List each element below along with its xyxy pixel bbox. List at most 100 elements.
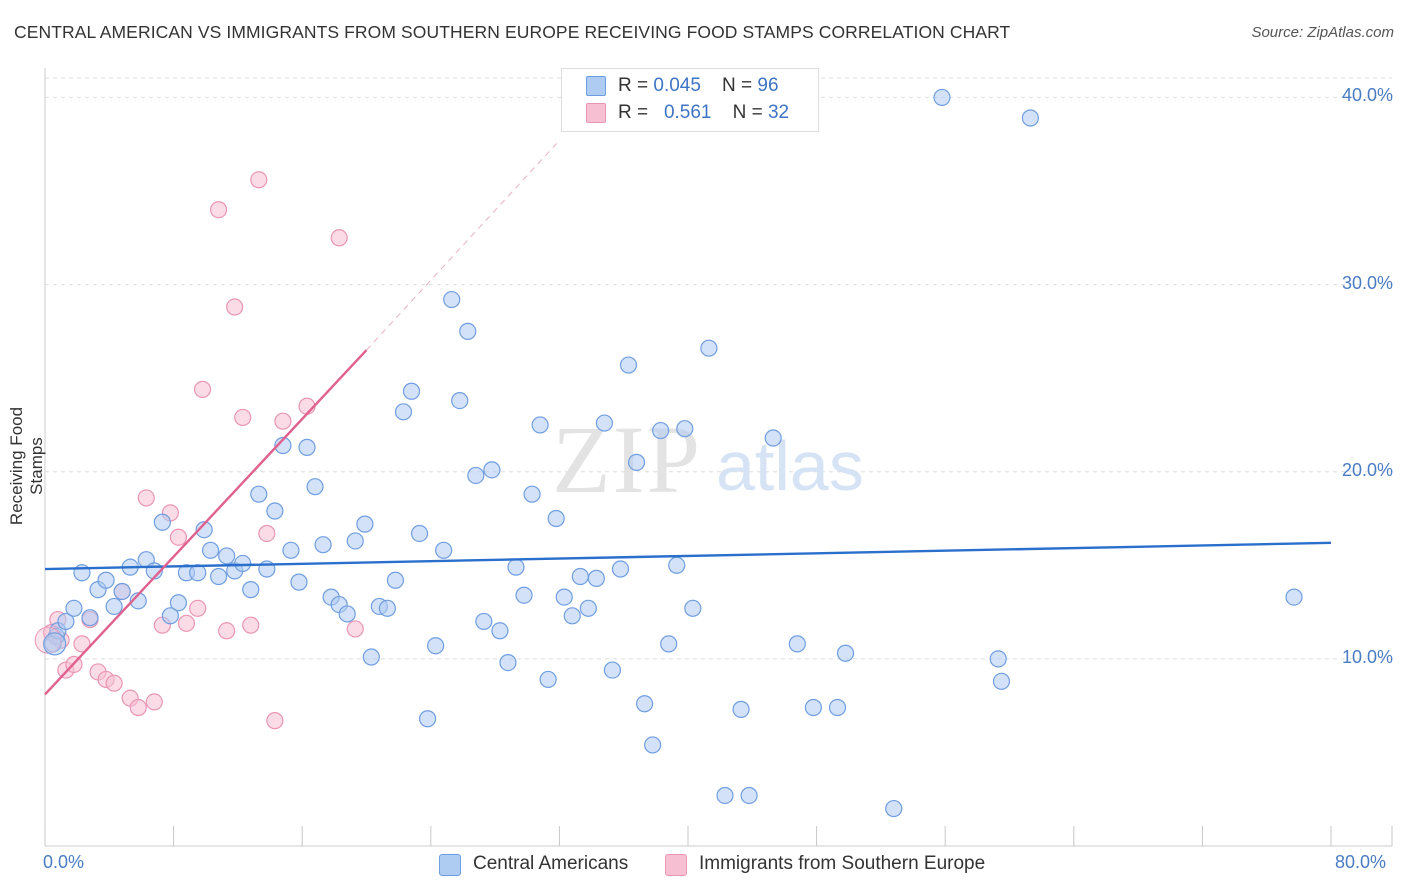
trend-line-extension bbox=[366, 140, 560, 351]
data-point bbox=[499, 653, 517, 672]
data-point bbox=[611, 560, 630, 578]
data-point bbox=[523, 485, 541, 503]
trend-lines bbox=[44, 140, 1332, 696]
data-point bbox=[330, 229, 348, 247]
trend-line-southern-europe bbox=[44, 349, 368, 696]
stats-swatch-pink bbox=[586, 103, 606, 123]
data-point bbox=[290, 573, 308, 591]
data-point bbox=[169, 594, 188, 612]
data-point bbox=[531, 416, 549, 434]
data-point bbox=[65, 599, 83, 617]
data-point bbox=[507, 558, 525, 576]
data-point bbox=[137, 489, 155, 507]
cluster-point bbox=[43, 632, 67, 656]
stats-r-label: R = bbox=[618, 102, 654, 123]
data-point bbox=[828, 698, 847, 717]
data-point bbox=[210, 567, 228, 586]
data-point bbox=[992, 672, 1011, 690]
data-point bbox=[218, 622, 236, 640]
data-point bbox=[113, 582, 131, 601]
data-point bbox=[587, 569, 605, 587]
chart-legend: Central Americans Immigrants from Southe… bbox=[0, 852, 1406, 878]
data-point bbox=[603, 661, 622, 679]
data-point bbox=[242, 616, 260, 634]
data-point bbox=[250, 171, 268, 189]
legend-label: Central Americans bbox=[473, 853, 629, 874]
data-point bbox=[129, 698, 147, 717]
data-point bbox=[169, 528, 188, 546]
x-tick-label: 80.0% bbox=[1335, 852, 1387, 872]
data-point bbox=[418, 710, 437, 728]
data-point bbox=[547, 509, 565, 528]
data-point bbox=[804, 698, 822, 717]
data-point bbox=[81, 609, 99, 627]
data-point bbox=[266, 502, 284, 520]
data-point bbox=[836, 644, 855, 662]
data-point bbox=[189, 599, 207, 617]
data-point bbox=[555, 588, 573, 606]
data-point bbox=[635, 695, 654, 713]
grid-lines bbox=[45, 77, 1392, 660]
data-point bbox=[459, 322, 477, 340]
data-point bbox=[740, 786, 758, 805]
data-point bbox=[443, 290, 461, 309]
watermark-atlas: atlas bbox=[716, 427, 864, 505]
stats-n-label: N = bbox=[722, 75, 758, 96]
stats-r-value: 0.561 bbox=[663, 102, 712, 123]
data-point bbox=[885, 799, 903, 818]
data-point bbox=[298, 438, 316, 456]
data-point bbox=[210, 201, 228, 219]
data-point bbox=[563, 607, 581, 625]
data-point bbox=[467, 466, 485, 485]
data-point bbox=[274, 436, 292, 455]
data-point bbox=[226, 298, 244, 316]
legend-swatch-pink bbox=[665, 854, 687, 876]
correlation-stats-box: R = 0.045 N = 96 R = 0.561 N = 32 bbox=[561, 68, 819, 132]
data-point bbox=[153, 513, 171, 531]
data-point bbox=[451, 392, 469, 410]
data-point bbox=[356, 515, 374, 533]
data-point bbox=[282, 541, 300, 559]
data-point bbox=[700, 339, 718, 357]
stats-n-value: 96 bbox=[757, 75, 779, 96]
data-point bbox=[491, 622, 509, 640]
data-point bbox=[579, 599, 597, 617]
data-point bbox=[571, 567, 589, 586]
y-tick-label: 20.0% bbox=[1341, 459, 1393, 480]
axes bbox=[44, 68, 1393, 847]
legend-swatch-blue bbox=[439, 854, 461, 876]
data-point bbox=[145, 693, 163, 711]
data-point bbox=[57, 612, 75, 631]
data-point bbox=[427, 637, 445, 655]
data-point bbox=[218, 547, 236, 565]
data-point bbox=[306, 478, 324, 496]
data-point bbox=[105, 597, 123, 616]
data-point bbox=[314, 536, 332, 554]
data-point bbox=[660, 635, 678, 653]
chart-title: CENTRAL AMERICAN VS IMMIGRANTS FROM SOUT… bbox=[14, 22, 1011, 42]
data-point bbox=[386, 571, 405, 589]
data-point bbox=[644, 736, 662, 754]
legend-label: Immigrants from Southern Europe bbox=[699, 853, 986, 874]
data-point bbox=[105, 674, 123, 692]
data-point bbox=[732, 700, 750, 718]
data-point bbox=[378, 599, 396, 617]
data-point bbox=[177, 614, 196, 632]
data-point bbox=[193, 380, 212, 398]
data-point bbox=[515, 586, 533, 604]
data-point bbox=[933, 88, 951, 107]
data-point bbox=[676, 420, 694, 438]
stats-r-label: R = bbox=[618, 75, 654, 96]
trend-line-central-americans bbox=[44, 541, 1332, 571]
data-point bbox=[1021, 109, 1039, 127]
data-point bbox=[250, 485, 268, 503]
data-point bbox=[394, 403, 413, 421]
data-point bbox=[684, 599, 702, 617]
y-tick-label: 10.0% bbox=[1341, 646, 1393, 667]
data-point bbox=[475, 612, 493, 631]
data-point bbox=[539, 670, 557, 689]
data-point bbox=[266, 712, 284, 730]
data-point bbox=[73, 635, 91, 653]
data-point bbox=[410, 524, 429, 543]
watermark-zip: ZIP bbox=[552, 406, 702, 513]
